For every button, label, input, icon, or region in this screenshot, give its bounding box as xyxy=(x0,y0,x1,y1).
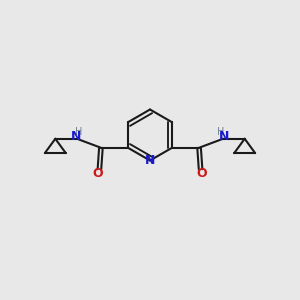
Text: O: O xyxy=(197,167,207,180)
Text: H: H xyxy=(75,127,83,137)
Text: O: O xyxy=(93,167,103,180)
Text: N: N xyxy=(145,154,155,167)
Text: H: H xyxy=(217,127,225,137)
Text: N: N xyxy=(71,130,81,143)
Text: N: N xyxy=(219,130,229,143)
